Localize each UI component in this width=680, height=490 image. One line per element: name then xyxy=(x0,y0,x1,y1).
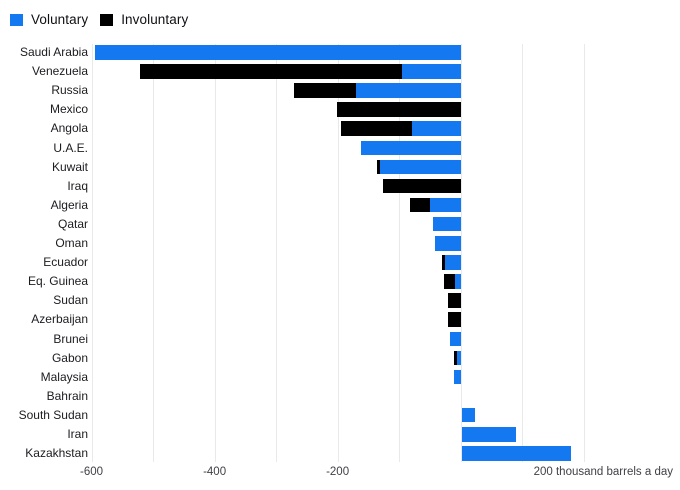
country-label-qatar: Qatar xyxy=(57,216,88,231)
bar-involuntary-12 xyxy=(443,274,456,289)
gridline-200 xyxy=(583,44,585,462)
country-label-u-a-e-: U.A.E. xyxy=(53,140,88,155)
country-label-angola: Angola xyxy=(50,121,88,136)
gridline--500 xyxy=(153,44,154,462)
country-label-sudan: Sudan xyxy=(53,293,88,308)
country-label-gabon: Gabon xyxy=(51,350,88,365)
country-label-iran: Iran xyxy=(67,427,88,441)
gridline-0 xyxy=(460,44,462,462)
country-label-brunei: Brunei xyxy=(53,331,88,346)
bar-involuntary-1 xyxy=(139,64,403,79)
voluntary-swatch-icon xyxy=(10,13,23,26)
bar-involuntary-8 xyxy=(409,197,430,213)
x-tick-label--600: -600 xyxy=(79,466,104,478)
bar-involuntary-4 xyxy=(341,121,413,136)
country-label-russia: Russia xyxy=(51,83,88,98)
bar-voluntary-6 xyxy=(380,159,461,175)
legend-label-involuntary: Involuntary xyxy=(121,12,189,27)
legend-label-voluntary: Voluntary xyxy=(31,12,89,27)
gridline--300 xyxy=(276,44,278,462)
bar-voluntary-16 xyxy=(457,350,461,366)
bar-voluntary-11 xyxy=(445,255,461,270)
bar-involuntary-6 xyxy=(377,159,381,175)
country-label-south-sudan: South Sudan xyxy=(18,407,88,422)
country-label-malaysia: Malaysia xyxy=(40,369,88,384)
gridline--100 xyxy=(399,44,401,462)
country-label-kazakhstan: Kazakhstan xyxy=(25,446,88,461)
country-label-kuwait: Kuwait xyxy=(51,159,88,174)
involuntary-swatch-icon xyxy=(100,13,114,26)
bar-voluntary-2 xyxy=(356,83,461,98)
country-label-oman: Oman xyxy=(55,236,88,250)
bar-voluntary-4 xyxy=(412,121,461,136)
bar-voluntary-12 xyxy=(455,274,461,289)
bar-voluntary-19 xyxy=(461,407,475,423)
bar-voluntary-20 xyxy=(461,427,517,442)
bar-voluntary-5 xyxy=(361,140,461,155)
country-label-algeria: Algeria xyxy=(50,197,88,212)
bar-involuntary-7 xyxy=(382,178,461,194)
x-tick-label--200: -200 xyxy=(326,466,350,478)
bar-voluntary-9 xyxy=(433,216,461,232)
country-label-iraq: Iraq xyxy=(67,178,88,193)
bar-involuntary-11 xyxy=(442,255,446,270)
legend-item-involuntary: Involuntary xyxy=(100,12,188,27)
bar-involuntary-13 xyxy=(448,293,461,308)
gridline--400 xyxy=(214,44,216,462)
legend: Voluntary Involuntary xyxy=(10,12,188,27)
bar-voluntary-8 xyxy=(429,197,461,213)
bar-voluntary-17 xyxy=(453,369,461,385)
country-label-bahrain: Bahrain xyxy=(46,388,88,403)
bar-involuntary-16 xyxy=(453,350,457,366)
x-axis-unit-label: 200 thousand barrels a day xyxy=(533,466,673,478)
country-label-venezuela: Venezuela xyxy=(31,64,88,79)
gridline-100 xyxy=(522,44,524,462)
bar-involuntary-14 xyxy=(448,312,461,327)
bar-voluntary-15 xyxy=(449,331,461,346)
country-label-ecuador: Ecuador xyxy=(43,255,88,270)
bar-involuntary-2 xyxy=(293,83,356,98)
bar-voluntary-1 xyxy=(402,64,461,79)
country-label-mexico: Mexico xyxy=(49,102,88,117)
bar-voluntary-21 xyxy=(461,446,572,461)
gridline--200 xyxy=(337,44,339,462)
country-label-eq-guinea: Eq. Guinea xyxy=(27,274,88,289)
gridline--600 xyxy=(91,44,93,462)
country-label-saudi-arabia: Saudi Arabia xyxy=(19,45,88,59)
country-label-azerbaijan: Azerbaijan xyxy=(31,312,88,327)
bar-involuntary-3 xyxy=(337,102,461,117)
bar-voluntary-0 xyxy=(94,45,461,60)
bar-voluntary-10 xyxy=(434,236,461,251)
legend-item-voluntary: Voluntary xyxy=(10,12,88,27)
x-tick-label--400: -400 xyxy=(203,466,227,478)
